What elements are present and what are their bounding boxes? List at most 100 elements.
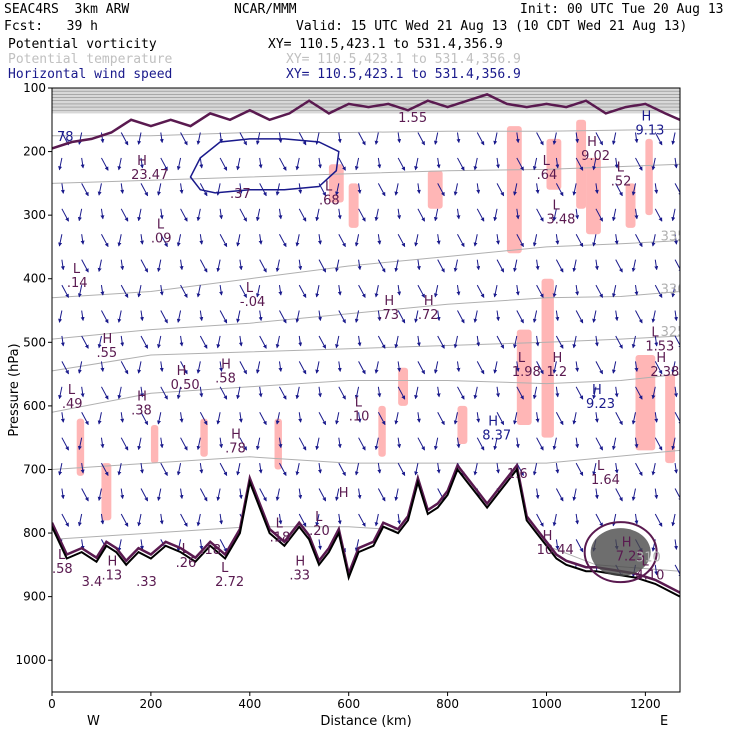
- wind-vector: [100, 208, 105, 220]
- wind-vector: [595, 437, 603, 451]
- wind-vector: [437, 335, 445, 349]
- pv-patch: [200, 418, 208, 457]
- wind-vector: [417, 437, 425, 451]
- hl-marker: H: [622, 535, 632, 550]
- wind-vector: [60, 259, 65, 271]
- wind-vector: [101, 310, 109, 324]
- wind-vector: [592, 157, 597, 171]
- wind-vector: [614, 386, 619, 398]
- hl-marker: L: [617, 160, 625, 175]
- wind-vector: [255, 437, 261, 451]
- wind-vector: [315, 208, 320, 222]
- wind-vector: [199, 488, 208, 502]
- wind-vector: [654, 208, 663, 222]
- contour-value-label: 1.6: [507, 467, 528, 482]
- wind-vector: [615, 335, 623, 349]
- y-tick-label: 600: [23, 399, 46, 413]
- wind-vector: [219, 462, 228, 477]
- wind-vector: [117, 386, 122, 400]
- wind-vector: [199, 335, 208, 349]
- wind-vector: [338, 157, 346, 171]
- wind-vector: [137, 208, 142, 222]
- field-pv-xy: XY= 110.5,423.1 to 531.4,356.9: [268, 37, 503, 52]
- hl-marker: H: [107, 555, 117, 570]
- hl-marker: L: [68, 383, 76, 398]
- wind-vector: [196, 132, 201, 145]
- wind-vector: [100, 361, 105, 372]
- wind-vector: [157, 488, 162, 501]
- wind-vector: [357, 183, 362, 194]
- wind-vector: [58, 386, 63, 400]
- pv-patch: [586, 157, 601, 235]
- contour-value-label: .09: [151, 232, 172, 247]
- wind-vector: [236, 234, 241, 247]
- wind-vector: [219, 157, 228, 171]
- wind-vector: [318, 335, 327, 349]
- wind-vector: [137, 361, 142, 374]
- wind-vector: [671, 208, 676, 222]
- wind-vector: [374, 361, 379, 374]
- wind-vector: [219, 233, 228, 248]
- tropopause-pv-contour: [52, 93, 680, 150]
- wind-vector: [417, 361, 425, 375]
- theta-contour-label: 325: [661, 325, 686, 340]
- hl-marker: H: [137, 154, 147, 169]
- wind-vector: [513, 259, 518, 273]
- wind-vector: [219, 386, 228, 400]
- wind-vector: [377, 157, 382, 169]
- wind-vector: [80, 157, 85, 169]
- hl-marker: L: [355, 396, 363, 411]
- wind-vector: [496, 310, 500, 322]
- wind-vector: [615, 183, 623, 197]
- wind-vector: [100, 132, 105, 144]
- wind-vector: [456, 437, 461, 449]
- wind-vector: [219, 208, 224, 220]
- wind-vector: [615, 412, 623, 426]
- wind-vector: [196, 208, 201, 222]
- wind-vector: [572, 335, 577, 349]
- wind-vector: [160, 157, 168, 171]
- wind-vector: [397, 513, 402, 525]
- wind-vector: [416, 183, 421, 194]
- hl-marker: H: [384, 294, 394, 309]
- hl-marker: L: [58, 548, 66, 563]
- wind-vector: [416, 335, 421, 347]
- wind-vector: [77, 513, 83, 527]
- field-wind-name: Horizontal wind speed: [8, 67, 173, 82]
- contour-value-label: .14: [67, 276, 88, 291]
- pv-patch: [576, 119, 587, 209]
- wind-vector: [457, 386, 465, 400]
- wind-vector: [674, 259, 680, 273]
- wind-vector: [317, 463, 322, 474]
- wind-vector: [60, 183, 65, 194]
- wind-vector: [61, 361, 69, 375]
- wind-vector: [611, 513, 617, 527]
- hl-marker: H: [221, 357, 231, 372]
- wind-vector: [635, 310, 643, 324]
- wind-vector: [58, 310, 63, 323]
- wind-vector: [61, 208, 69, 222]
- contour-value-label: .38: [131, 403, 152, 418]
- contour-value-label: .37: [230, 187, 251, 202]
- y-tick-label: 700: [23, 462, 46, 476]
- wind-vector: [416, 412, 421, 423]
- wind-vector: [219, 310, 228, 324]
- plot-area: 78H23.47.37L.681.55L.64H9.02L.52H9.13L3.…: [52, 88, 686, 692]
- wind-vector: [180, 284, 188, 299]
- pv-patch: [274, 418, 282, 470]
- wind-vector: [354, 386, 360, 400]
- wind-vector: [377, 386, 382, 398]
- wind-vector: [654, 564, 659, 576]
- wind-vector: [80, 386, 85, 398]
- wind-vector: [575, 386, 584, 400]
- wind-vector: [377, 234, 382, 245]
- wind-vector: [595, 361, 603, 375]
- wind-vector: [97, 488, 102, 501]
- wind-vector: [279, 233, 287, 248]
- wind-vector: [436, 310, 441, 322]
- y-tick-label: 800: [23, 526, 46, 540]
- wind-vector: [354, 157, 360, 171]
- wind-vector: [337, 285, 342, 296]
- hl-marker: L: [651, 326, 659, 341]
- wind-vector: [219, 539, 228, 553]
